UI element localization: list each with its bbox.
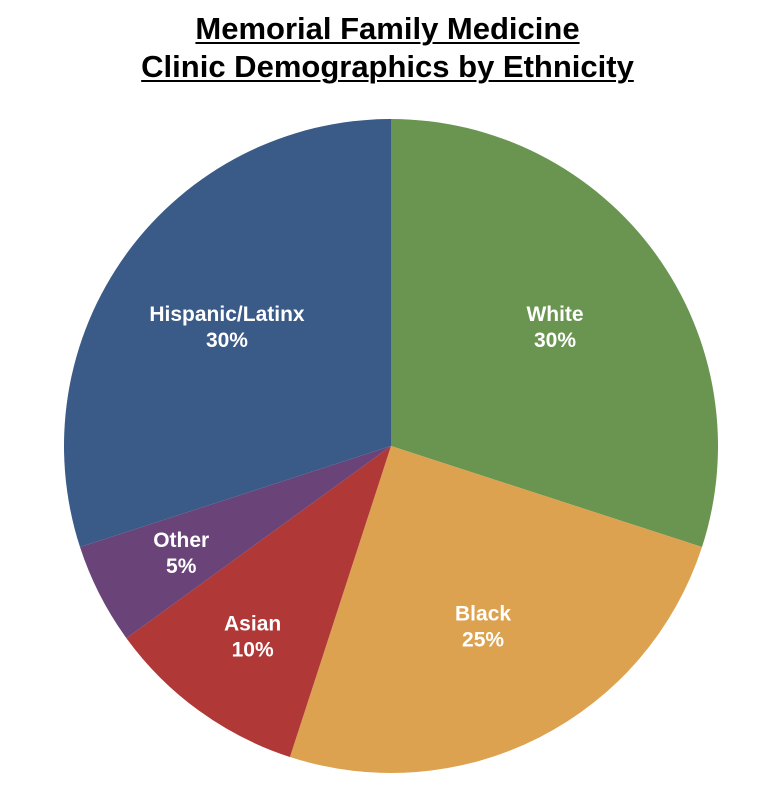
pie-slice-hispanic-latinx xyxy=(63,119,392,548)
slice-value-black: 25% xyxy=(462,629,504,652)
chart-title: Memorial Family Medicine Clinic Demograp… xyxy=(0,10,775,86)
slice-name-hispanic-latinx: Hispanic/Latinx xyxy=(149,303,305,326)
slice-name-other: Other xyxy=(153,529,209,552)
pie-slice-asian xyxy=(126,446,391,757)
pie-slice-white xyxy=(391,119,719,548)
slice-name-asian: Asian xyxy=(224,612,281,635)
chart-title-line-2: Clinic Demographics by Ethnicity xyxy=(141,49,634,84)
slice-value-hispanic-latinx: 30% xyxy=(206,329,248,352)
slice-value-asian: 10% xyxy=(232,638,274,661)
pie-slice-black xyxy=(289,446,702,773)
slice-value-other: 5% xyxy=(166,555,197,578)
slice-name-white: White xyxy=(526,303,583,326)
pie-slice-other xyxy=(80,446,391,639)
slice-name-black: Black xyxy=(455,603,511,626)
slice-value-white: 30% xyxy=(534,329,576,352)
chart-title-line-1: Memorial Family Medicine xyxy=(195,11,580,46)
